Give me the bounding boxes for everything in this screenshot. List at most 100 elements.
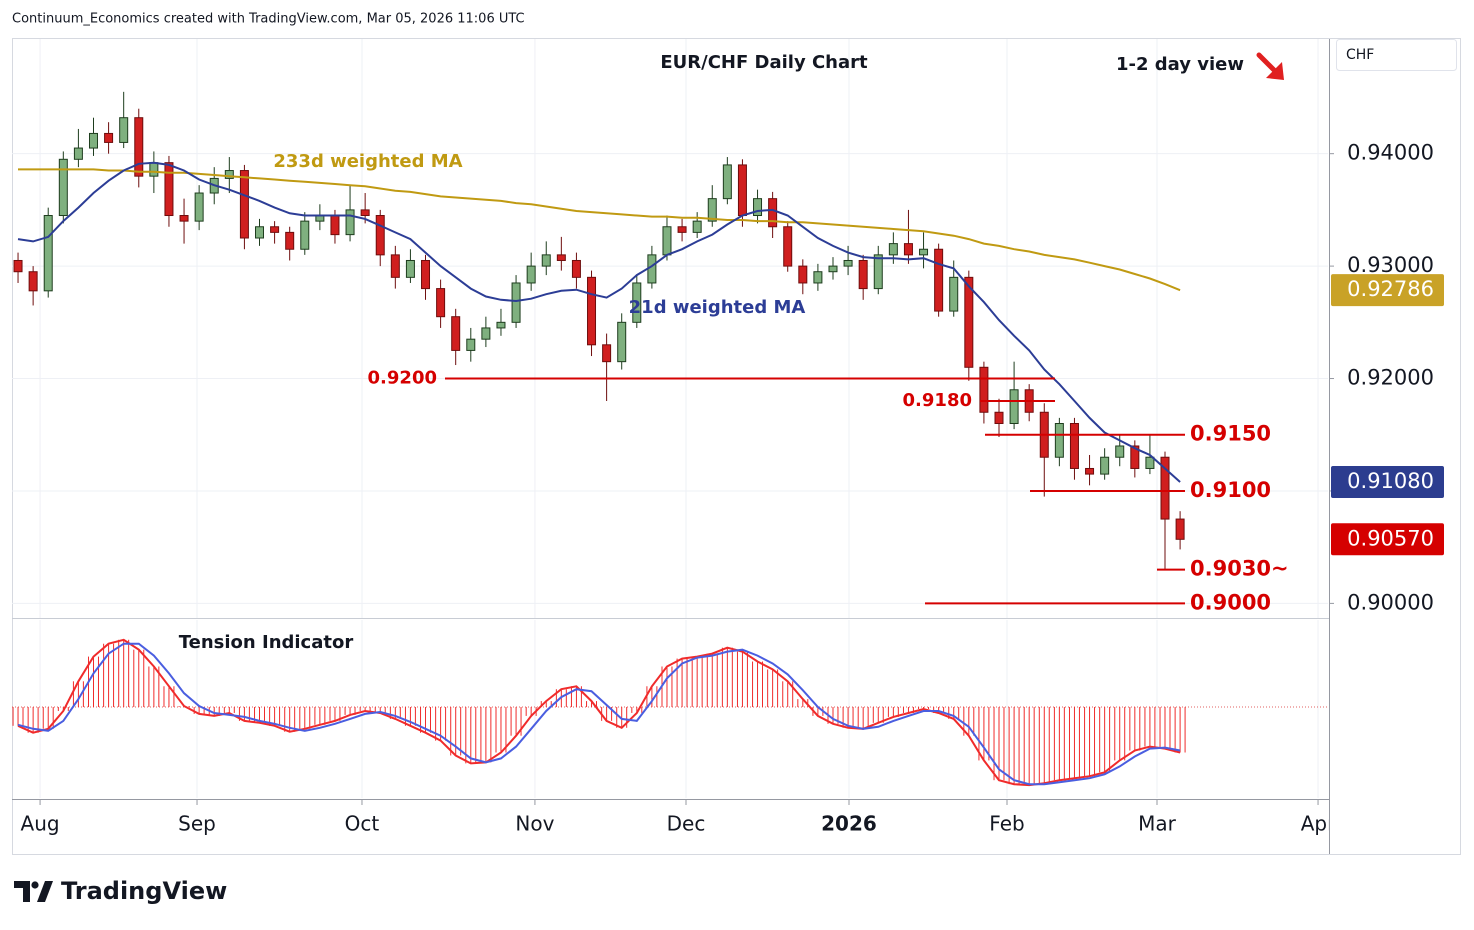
candle-body [858,259,868,290]
candle-body [43,215,53,292]
level-label: 0.9180 [903,390,972,411]
candle-body [330,215,340,236]
candle-body [783,226,793,267]
price-scale: CHF 0.940000.930000.920000.910000.900000… [1329,39,1460,854]
candle-body [571,259,581,278]
candle-body [979,366,989,413]
price-badge-label: 0.91080 [1347,469,1434,493]
footer-brand: TradingView [61,877,227,905]
y-tick-label: 0.92000 [1347,366,1434,390]
candle-body [1145,456,1155,469]
candle-body [828,265,838,273]
candle-body [1175,518,1185,540]
candle-body [405,259,415,278]
candle-body [903,243,913,256]
y-tick-label: 0.90000 [1347,590,1434,614]
candle-body [1130,445,1140,469]
candle-body [813,271,823,284]
candle-body [768,198,778,228]
series-annotation: 233d weighted MA [273,151,462,172]
candle-body [798,265,808,284]
currency-box[interactable] [1336,39,1457,71]
currency: CHF [1346,47,1374,63]
candle-body [526,265,536,284]
indicator-pane [12,638,1328,787]
candle-body [300,220,310,250]
candle-body [375,215,385,256]
candle-body [1069,423,1079,469]
candle-body [753,198,763,217]
candle-body [451,316,461,351]
level-label: 0.9000 [1190,590,1271,614]
indicator-title: Tension Indicator [179,632,354,653]
candle-body [1115,445,1125,458]
price-badge-label: 0.92786 [1347,277,1434,301]
indicator-line [17,638,1181,787]
candle-body [1160,456,1170,520]
candle-body [934,248,944,312]
candle-body [13,259,23,273]
x-tick-label: 2026 [821,812,877,836]
moving-average-line [17,161,1181,483]
candle-body [194,192,204,222]
candle-body [662,226,672,256]
candle-body [1054,423,1064,458]
candle-body [119,117,129,143]
candle-body [345,209,355,236]
candle-body [964,276,974,368]
candle-body [587,276,597,346]
series-annotation: 21d weighted MA [629,297,806,318]
candle-body [164,162,174,217]
price-badge [1331,274,1444,307]
x-tick-label: Feb [989,812,1024,836]
candle-body [436,288,446,318]
x-tick-label: Dec [667,812,706,836]
level-label: 0.9200 [368,368,437,389]
candle-body [224,170,234,179]
candle-body [421,259,431,290]
candle-body [390,254,400,278]
candle-body [888,243,898,256]
candle-body [88,132,98,149]
candle-body [722,164,732,200]
candle-body [149,162,159,177]
candle-body [677,226,687,233]
candle-body [28,271,38,292]
tradingview-logo: TradingView [14,877,227,905]
candle-body [481,327,491,340]
x-tick-label: Mar [1138,812,1177,836]
level-label: 0.9150 [1190,422,1271,446]
candle-body [541,254,551,267]
candle-body [255,226,265,239]
candle-body [949,276,959,312]
candle-body [617,321,627,363]
candle-body [239,170,249,239]
price-badge [1331,523,1444,556]
view-label: 1-2 day view [1116,54,1244,75]
candle-body [104,132,114,143]
candle-body [134,117,144,177]
candle-body [843,259,853,267]
candle-body [919,248,929,256]
candle-body [737,164,747,217]
candle-body [285,231,295,250]
price-badge [1331,465,1444,498]
candle-body [873,254,883,290]
candle-body [692,220,702,233]
candle-body [1009,389,1019,425]
candle-body [556,254,566,261]
candle-body [360,209,370,217]
frame [12,38,1461,855]
level-label: 0.9030~ [1190,557,1289,581]
price-scale-bg [1329,39,1460,854]
candle-body [58,158,68,217]
x-tick-label: Oct [345,812,380,836]
candle-body [466,338,476,351]
candle-body [73,147,83,160]
candle-body [632,282,642,323]
x-tick-label: Sep [178,812,216,836]
y-tick-label: 0.94000 [1347,141,1434,165]
header: Continuum_Economics created with Trading… [12,12,525,27]
